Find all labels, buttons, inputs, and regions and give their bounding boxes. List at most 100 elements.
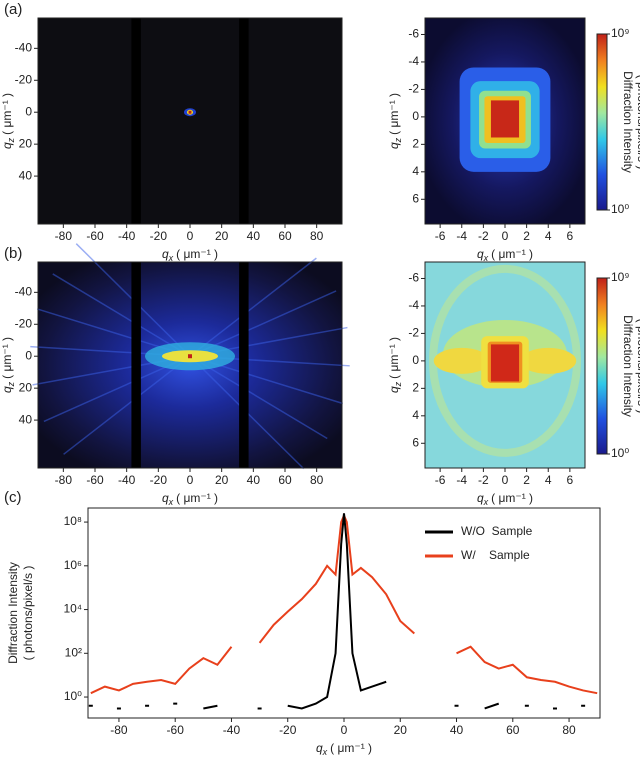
x-tick-label: 60	[278, 229, 292, 243]
axis-symbol: q	[387, 386, 401, 393]
heatmap-streak	[189, 355, 328, 440]
panel-label: (b)	[4, 245, 22, 262]
x-tick-label: -2	[478, 229, 489, 243]
x-tick-label: -80	[55, 229, 73, 243]
y-tick-label: -2	[408, 82, 419, 96]
y-tick-label: 2	[412, 381, 419, 395]
axis-unit: ( μm⁻¹ )	[330, 741, 372, 755]
x-tick-label: 40	[247, 473, 261, 487]
heatmap-region	[131, 262, 141, 468]
y-tick-label: 10⁰	[64, 689, 82, 703]
colorbar-label: Diffraction Intensity	[621, 315, 635, 417]
x-tick-label: -60	[167, 723, 185, 737]
y-tick-label: -4	[408, 298, 419, 312]
heatmap-ring	[429, 264, 581, 457]
axis-subscript: x	[168, 253, 174, 263]
x-tick-label: 0	[187, 473, 194, 487]
y-tick-label: 0	[412, 109, 419, 123]
x-tick-label: 20	[215, 229, 229, 243]
x-tick-label: 40	[247, 229, 261, 243]
axis-symbol: q	[477, 247, 484, 261]
heatmap-region	[239, 18, 249, 224]
axis-subscript: x	[322, 747, 328, 757]
panel-label: (a)	[4, 1, 22, 18]
axis-subscript: z	[6, 137, 16, 143]
axis-subscript: x	[168, 497, 174, 507]
y-tick-label: 4	[412, 408, 419, 422]
axis-unit: ( μm⁻¹ )	[0, 337, 14, 379]
heatmap-streak	[52, 273, 191, 357]
x-tick-label: 4	[545, 229, 552, 243]
y-tick-label: 4	[412, 164, 419, 178]
colorbar-tick-label: 10⁹	[611, 270, 630, 284]
y-tick-label: 0	[25, 104, 32, 118]
axis-subscript: z	[393, 381, 403, 387]
x-tick-label: 20	[394, 723, 408, 737]
axis-subscript: z	[393, 137, 403, 143]
y-tick-label: -40	[15, 285, 33, 299]
colorbar-tick-label: 10⁰	[611, 202, 629, 216]
x-tick-label: 80	[310, 473, 324, 487]
heatmap-band	[520, 347, 577, 374]
y-tick-label: 6	[412, 191, 419, 205]
legend-label: W/ Sample	[461, 548, 530, 562]
colorbar	[596, 33, 608, 211]
axis-label: qz ( μm⁻¹ )	[387, 93, 403, 149]
y-tick-label: 2	[412, 137, 419, 151]
x-tick-label: 6	[567, 229, 574, 243]
x-tick-label: -80	[110, 723, 128, 737]
axis-label: qz ( μm⁻¹ )	[387, 337, 403, 393]
axis-label: qx( μm⁻¹ )	[316, 741, 372, 757]
legend-label: W/O Sample	[461, 524, 533, 538]
x-tick-label: 0	[502, 473, 509, 487]
y-tick-label: -40	[15, 41, 33, 55]
x-tick-label: 4	[545, 473, 552, 487]
y-tick-label: 0	[412, 353, 419, 367]
y-tick-label: -6	[408, 271, 419, 285]
axis-label: qx( μm⁻¹ )	[162, 247, 218, 263]
x-tick-label: -80	[55, 473, 73, 487]
colorbar-tick-label: 10⁹	[611, 26, 630, 40]
y-tick-label: 20	[19, 136, 33, 150]
x-tick-label: -40	[118, 229, 136, 243]
axis-label: qz ( μm⁻¹ )	[0, 93, 16, 149]
y-tick-label: -20	[15, 316, 33, 330]
y-tick-label: -2	[408, 326, 419, 340]
y-tick-label: 10⁶	[64, 558, 82, 572]
heatmap-region	[131, 18, 141, 224]
axis-unit: ( μm⁻¹ )	[491, 491, 533, 505]
heatmap-spot	[188, 110, 192, 114]
axis-symbol: q	[477, 491, 484, 505]
axis-unit: ( μm⁻¹ )	[387, 337, 401, 379]
axis-subscript: z	[6, 381, 16, 387]
x-tick-label: -6	[435, 229, 446, 243]
axis-subscript: x	[483, 253, 489, 263]
y-tick-label: 40	[19, 412, 33, 426]
y-axis-label: ( photons/pixel/s )	[21, 566, 35, 661]
axis-unit: ( μm⁻¹ )	[491, 247, 533, 261]
heatmap-streak	[189, 257, 317, 357]
x-tick-label: 0	[341, 723, 348, 737]
axis-symbol: q	[316, 741, 323, 755]
x-tick-label: -4	[456, 229, 467, 243]
axis-symbol: q	[162, 247, 169, 261]
x-tick-label: -6	[435, 473, 446, 487]
x-tick-label: -20	[150, 473, 168, 487]
x-tick-label: 60	[506, 723, 520, 737]
axis-unit: ( μm⁻¹ )	[387, 93, 401, 135]
x-tick-label: 0	[502, 229, 509, 243]
x-tick-label: 6	[567, 473, 574, 487]
colorbar	[596, 277, 608, 455]
y-tick-label: -6	[408, 27, 419, 41]
x-tick-label: 80	[562, 723, 576, 737]
y-tick-label: 20	[19, 380, 33, 394]
plot-frame	[87, 507, 601, 719]
y-tick-label: -4	[408, 54, 419, 68]
x-tick-label: 60	[278, 473, 292, 487]
x-tick-label: 40	[450, 723, 464, 737]
x-tick-label: 2	[523, 473, 530, 487]
x-tick-label: -60	[86, 473, 104, 487]
axis-label: qx( μm⁻¹ )	[477, 247, 533, 263]
x-tick-label: 2	[523, 229, 530, 243]
